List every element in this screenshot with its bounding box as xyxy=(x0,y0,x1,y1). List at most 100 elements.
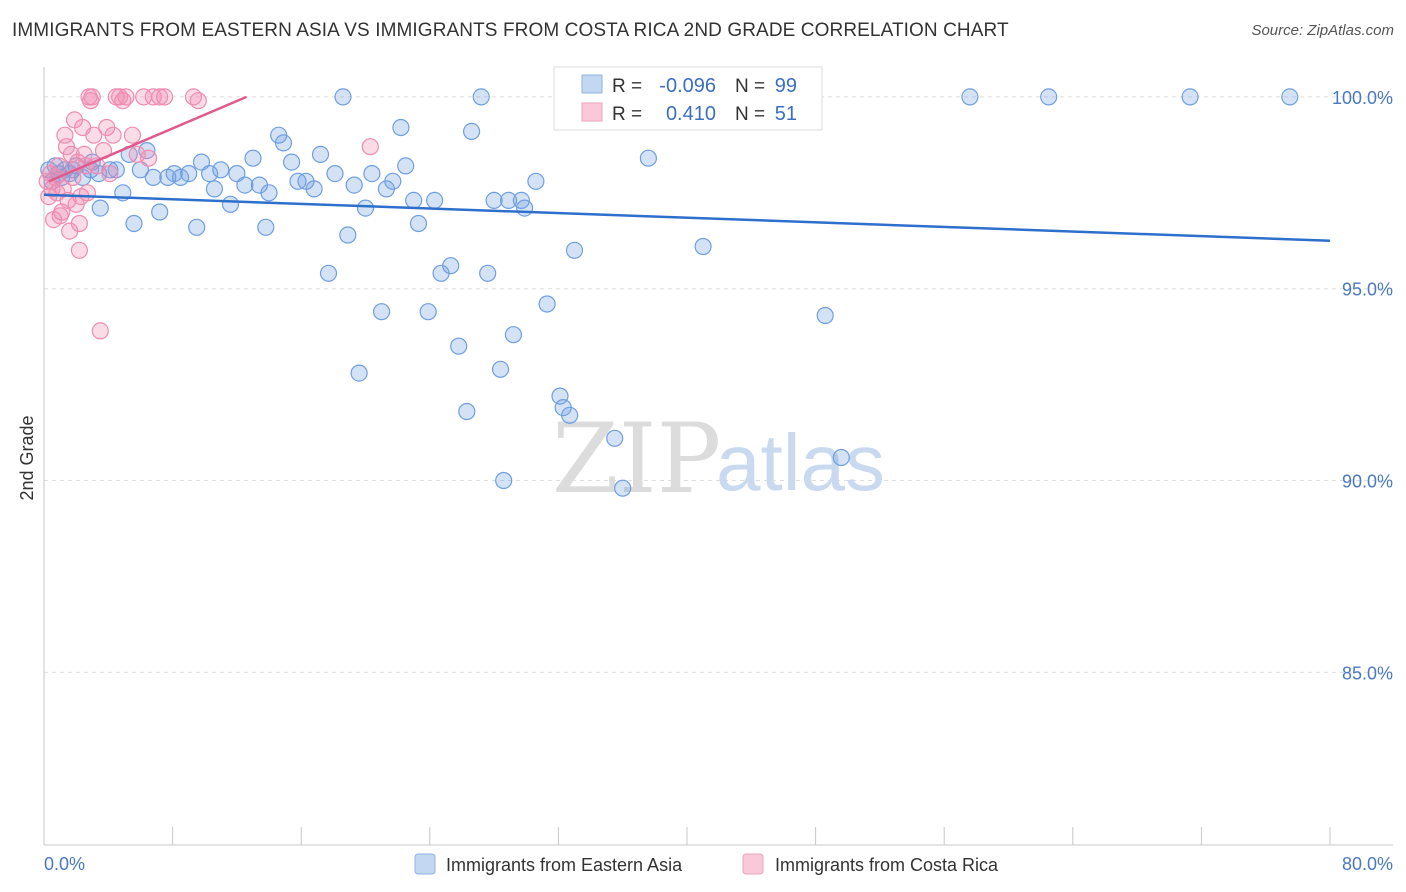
costa-rica-point xyxy=(361,138,379,156)
eastern-asia-point xyxy=(244,149,262,167)
source-label: Source: ZipAtlas.com xyxy=(1251,22,1394,39)
costa-rica-point xyxy=(70,241,89,259)
eastern-asia-point xyxy=(334,88,352,106)
eastern-asia-point xyxy=(125,214,143,233)
eastern-asia-point xyxy=(504,326,523,344)
y-tick-label: 95.0% xyxy=(1342,280,1393,300)
legend: Immigrants from Eastern Asia Immigrants … xyxy=(414,853,999,875)
stats-box: R = -0.096 N = 99 R = 0.410 N = 51 xyxy=(553,66,823,131)
y-tick-labels: 100.0% 95.0% 90.0% 85.0% xyxy=(1332,88,1393,683)
eastern-asia-point xyxy=(500,191,518,209)
eastern-asia-point xyxy=(479,264,497,282)
eastern-asia-point xyxy=(472,88,490,106)
eastern-asia-point xyxy=(91,199,109,217)
eastern-asia-point xyxy=(260,184,278,202)
eastern-asia-point xyxy=(458,402,476,421)
eastern-asia-point xyxy=(373,303,391,321)
eastern-asia-point xyxy=(1040,88,1058,106)
legend-label-costa-rica: Immigrants from Costa Rica xyxy=(775,855,999,875)
costa-rica-point xyxy=(189,92,207,110)
eastern-asia-point xyxy=(527,172,545,190)
legend-label-eastern-asia: Immigrants from Eastern Asia xyxy=(446,855,683,875)
eastern-asia-point xyxy=(339,226,357,244)
eastern-asia-point xyxy=(221,195,240,213)
eastern-asia-point xyxy=(1281,88,1299,106)
y-tick-label: 90.0% xyxy=(1342,472,1393,492)
eastern-asia-point xyxy=(538,295,556,313)
eastern-asia-point xyxy=(426,191,444,209)
stats-r-label-2: R = xyxy=(612,104,642,125)
y-tick-label: 85.0% xyxy=(1342,663,1393,683)
watermark-atlas: atlas xyxy=(716,418,885,507)
eastern-asia-point xyxy=(606,429,624,447)
eastern-asia-point xyxy=(515,199,534,217)
costa-rica-point xyxy=(139,149,158,167)
costa-rica-point xyxy=(49,157,68,175)
legend-swatch-costa-rica xyxy=(742,853,764,875)
eastern-asia-point xyxy=(409,214,428,233)
eastern-asia-point xyxy=(639,149,658,167)
costa-rica-point xyxy=(104,126,122,144)
eastern-asia-point xyxy=(257,218,275,236)
eastern-asia-point xyxy=(450,337,468,355)
eastern-asia-point xyxy=(495,471,513,490)
eastern-asia-point xyxy=(305,180,323,198)
stats-r-label-1: R = xyxy=(612,76,642,97)
trend-line-costa-rica xyxy=(48,95,248,183)
trend-line-eastern-asia xyxy=(43,193,1331,242)
costa-rica-point xyxy=(156,88,174,106)
costa-rica-point xyxy=(85,126,103,144)
eastern-asia-point xyxy=(319,264,338,282)
stats-n-label-2: N = xyxy=(735,104,765,125)
eastern-asia-point xyxy=(345,176,363,194)
stats-r-value-2: 0.410 xyxy=(666,103,716,125)
eastern-asia-point xyxy=(363,165,381,183)
eastern-asia-point xyxy=(614,479,632,497)
eastern-asia-point xyxy=(384,172,402,190)
y-axis-title: 2nd Grade xyxy=(17,415,37,500)
y-tick-label: 100.0% xyxy=(1332,88,1393,108)
watermark: ZIP atlas xyxy=(552,403,885,515)
eastern-asia-point xyxy=(212,161,230,179)
eastern-asia-point xyxy=(405,191,423,209)
eastern-asia-point xyxy=(188,218,206,236)
eastern-asia-point xyxy=(283,153,301,171)
eastern-asia-point xyxy=(236,176,254,194)
costa-rica-point xyxy=(83,88,101,106)
costa-rica-point xyxy=(123,126,141,144)
costa-rica-point xyxy=(70,214,89,233)
watermark-zip: ZIP xyxy=(552,403,721,515)
eastern-asia-point xyxy=(205,180,223,198)
legend-swatch-eastern-asia xyxy=(414,853,436,875)
eastern-asia-point xyxy=(201,165,219,183)
eastern-asia-point xyxy=(485,191,503,209)
eastern-asia-point xyxy=(397,157,415,175)
x-tick-label-max: 80.0% xyxy=(1342,854,1393,874)
costa-rica-point xyxy=(117,88,135,106)
chart-title: IMMIGRANTS FROM EASTERN ASIA VS IMMIGRAN… xyxy=(12,20,1009,41)
eastern-asia-point xyxy=(180,165,198,183)
stats-n-value-1: 99 xyxy=(775,75,797,97)
costa-rica-point xyxy=(101,165,119,183)
eastern-asia-point xyxy=(274,134,293,152)
eastern-asia-point xyxy=(311,145,330,163)
eastern-asia-point xyxy=(463,122,481,140)
eastern-asia-point xyxy=(832,448,850,467)
eastern-asia-point xyxy=(442,257,460,275)
costa-rica-point xyxy=(78,184,97,202)
costa-rica-point xyxy=(151,88,169,106)
eastern-asia-point xyxy=(1181,88,1199,106)
eastern-asia-point xyxy=(392,118,410,137)
eastern-asia-point xyxy=(565,241,584,259)
stats-n-value-2: 51 xyxy=(775,103,797,125)
stats-r-value-1: -0.096 xyxy=(659,75,716,97)
eastern-asia-point xyxy=(694,237,712,256)
stats-n-label-1: N = xyxy=(735,76,765,97)
stats-swatch-costa-rica xyxy=(581,102,603,122)
eastern-asia-point xyxy=(151,203,169,221)
x-tick-label-min: 0.0% xyxy=(44,854,85,874)
axes xyxy=(43,67,1393,846)
trend-lines xyxy=(43,95,1331,242)
eastern-asia-point xyxy=(101,161,119,179)
